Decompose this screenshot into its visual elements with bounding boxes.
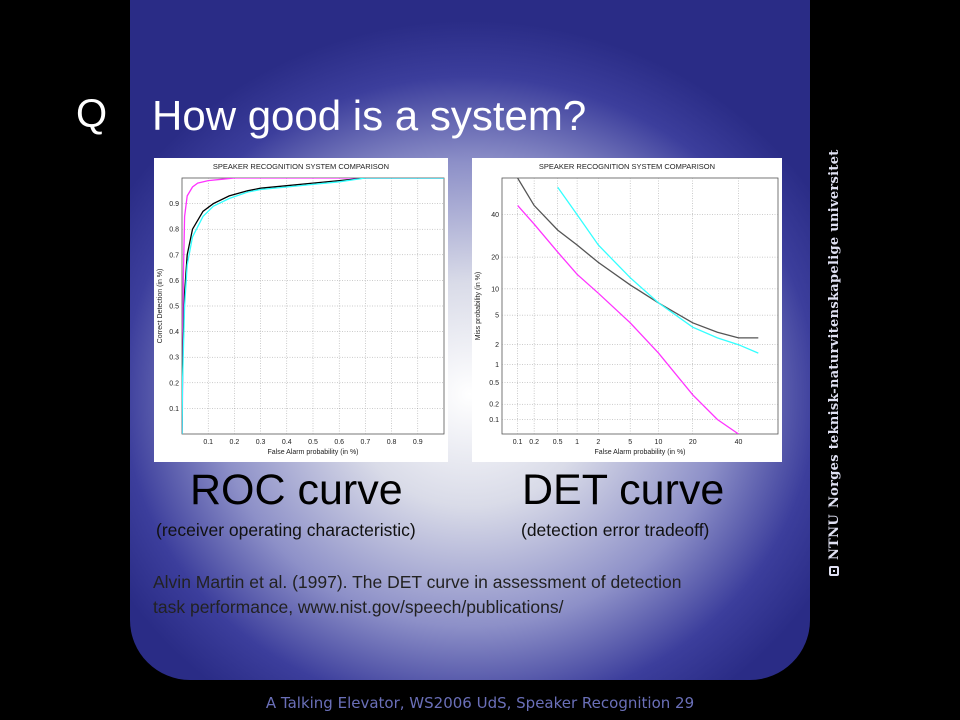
x-tick-label: 5 xyxy=(628,439,632,446)
x-tick-label: 0.1 xyxy=(513,439,523,446)
det-caption: DET curve xyxy=(522,466,725,514)
det-chart-svg: SPEAKER RECOGNITION SYSTEM COMPARISON 0.1… xyxy=(475,162,779,456)
side-organization: NTNU Norges teknisk-naturvitenskapelige … xyxy=(823,96,845,576)
y-tick-label: 0.4 xyxy=(169,329,179,336)
roc-chart-svg: SPEAKER RECOGNITION SYSTEM COMPARISON 0.1… xyxy=(157,162,445,456)
reference-line-1: Alvin Martin et al. (1997). The DET curv… xyxy=(153,572,682,592)
chart-title: SPEAKER RECOGNITION SYSTEM COMPARISON xyxy=(539,162,715,171)
x-tick-label: 0.5 xyxy=(308,439,318,446)
roc-caption: ROC curve xyxy=(190,466,403,514)
x-tick-label: 0.8 xyxy=(387,439,397,446)
y-tick-label: 20 xyxy=(491,255,499,262)
det-subcaption: (detection error tradeoff) xyxy=(521,520,710,540)
slide-footer: A Talking Elevator, WS2006 UdS, Speaker … xyxy=(265,694,695,712)
y-tick-label: 0.3 xyxy=(169,355,179,362)
y-tick-label: 1 xyxy=(495,362,499,369)
x-tick-label: 0.6 xyxy=(334,439,344,446)
y-tick-label: 0.1 xyxy=(169,406,179,413)
y-tick-label: 40 xyxy=(491,212,499,219)
y-tick-label: 0.9 xyxy=(169,201,179,208)
x-tick-label: 2 xyxy=(596,439,600,446)
reference-line-2: task performance, www.nist.gov/speech/pu… xyxy=(153,597,564,617)
roc-subcaption: (receiver operating characteristic) xyxy=(156,520,416,540)
series-line-2 xyxy=(517,178,759,339)
series-line-3 xyxy=(557,186,759,354)
x-axis-label: False Alarm probability (in %) xyxy=(594,449,685,456)
x-tick-label: 0.2 xyxy=(230,439,240,446)
y-tick-label: 0.8 xyxy=(169,227,179,234)
y-tick-label: 0.1 xyxy=(489,417,499,424)
slide-marker: Q xyxy=(76,92,108,136)
x-tick-label: 0.3 xyxy=(256,439,266,446)
y-tick-label: 5 xyxy=(495,313,499,320)
roc-chart: SPEAKER RECOGNITION SYSTEM COMPARISON 0.1… xyxy=(154,158,448,462)
series-line-3 xyxy=(182,178,444,434)
reference-text: Alvin Martin et al. (1997). The DET curv… xyxy=(153,570,813,620)
y-tick-label: 2 xyxy=(495,342,499,349)
ntnu-logo-icon xyxy=(829,566,839,576)
x-tick-label: 20 xyxy=(689,439,697,446)
series-line-2 xyxy=(182,178,444,434)
x-tick-label: 10 xyxy=(655,439,663,446)
y-tick-label: 0.6 xyxy=(169,278,179,285)
x-tick-label: 0.4 xyxy=(282,439,292,446)
slide-title: How good is a system? xyxy=(152,92,587,139)
x-tick-label: 0.9 xyxy=(413,439,423,446)
det-chart: SPEAKER RECOGNITION SYSTEM COMPARISON 0.1… xyxy=(472,158,782,462)
y-axis-label: Correct Detection (in %) xyxy=(157,269,164,344)
plot-area xyxy=(501,177,779,435)
x-tick-label: 0.1 xyxy=(203,439,213,446)
side-org-short: NTNU xyxy=(826,514,842,560)
y-tick-label: 0.5 xyxy=(489,380,499,387)
y-tick-label: 0.2 xyxy=(489,402,499,409)
x-tick-label: 0.5 xyxy=(553,439,563,446)
y-tick-label: 0.2 xyxy=(169,380,179,387)
side-org-full: Norges teknisk-naturvitenskapelige unive… xyxy=(826,149,842,509)
y-tick-label: 0.5 xyxy=(169,304,179,311)
x-tick-label: 0.2 xyxy=(529,439,539,446)
y-tick-label: 10 xyxy=(491,286,499,293)
x-tick-label: 40 xyxy=(735,439,743,446)
x-tick-label: 1 xyxy=(575,439,579,446)
x-axis-label: False Alarm probability (in %) xyxy=(267,449,358,456)
x-tick-label: 0.7 xyxy=(361,439,371,446)
y-axis-label: Miss probability (in %) xyxy=(475,272,482,340)
y-tick-label: 0.7 xyxy=(169,252,179,259)
series-line-1 xyxy=(182,178,444,434)
chart-title: SPEAKER RECOGNITION SYSTEM COMPARISON xyxy=(213,162,389,171)
series-line-1 xyxy=(517,204,739,434)
